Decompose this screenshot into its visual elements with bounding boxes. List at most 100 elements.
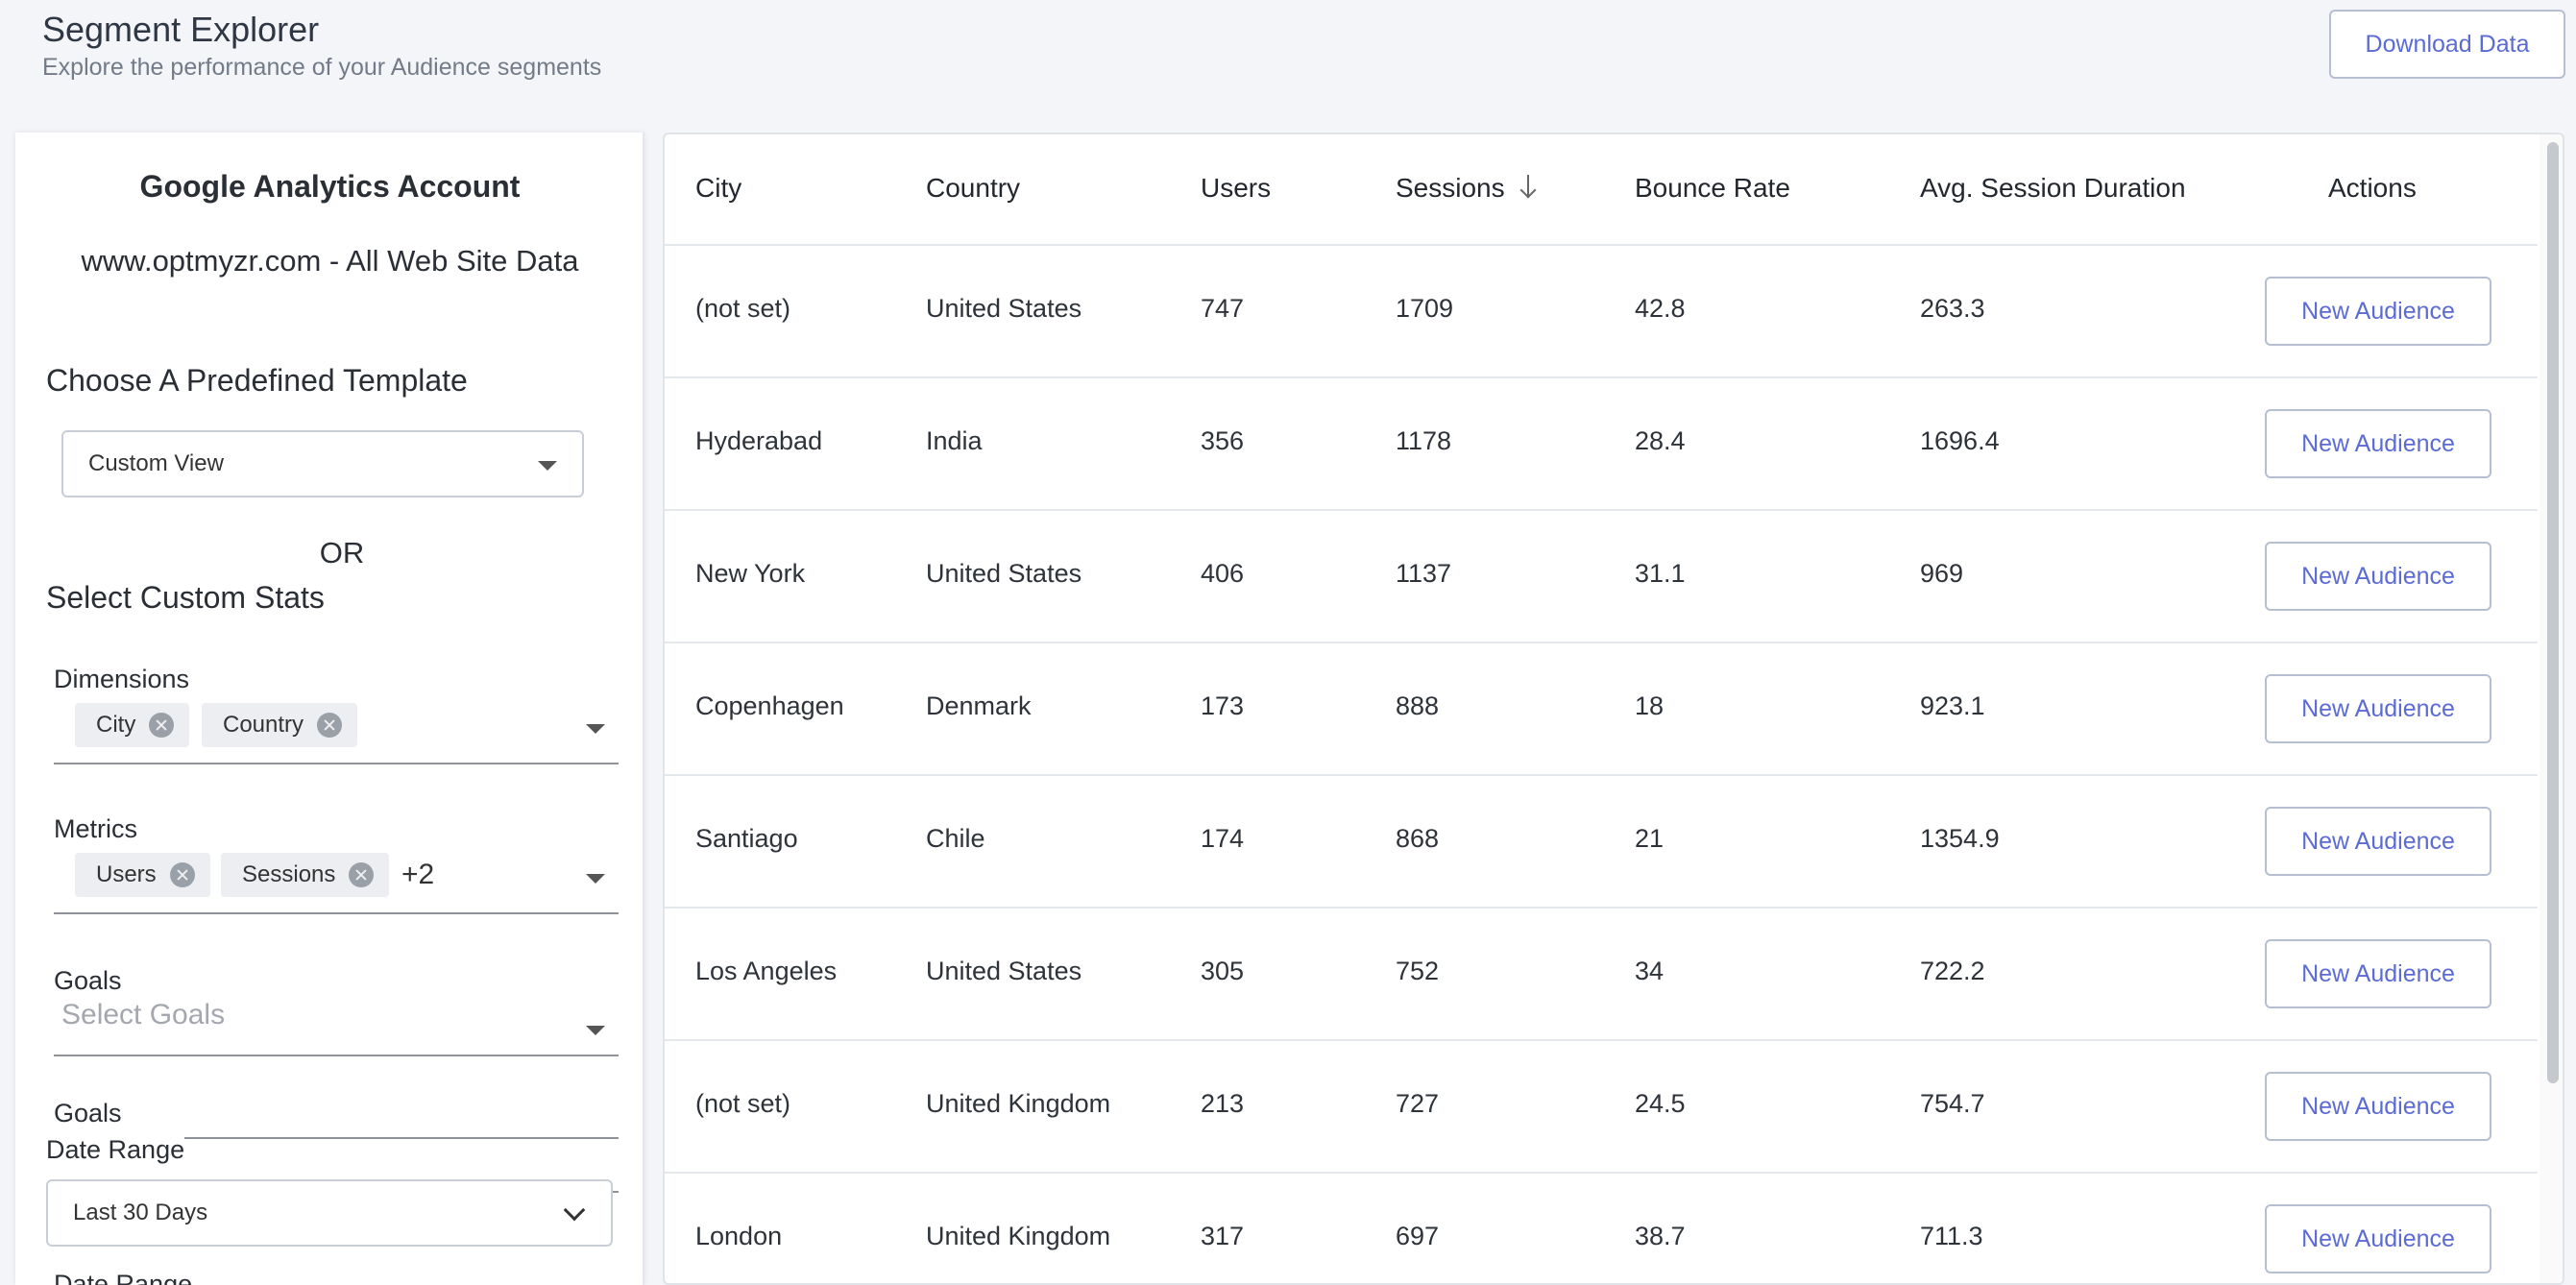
cell-bounce-rate: 38.7: [1635, 1222, 1686, 1250]
cell-avg-session-duration: 923.1: [1920, 691, 1985, 720]
table-row: New York United States 406 1137 31.1 969 New A…: [665, 509, 2538, 642]
cell-city: Hyderabad: [695, 426, 823, 455]
cell-city: Copenhagen: [695, 691, 844, 720]
cell-city: (not set): [695, 294, 791, 323]
cell-bounce-rate: 28.4: [1635, 426, 1686, 455]
cell-sessions: 752: [1396, 957, 1440, 985]
cell-city: New York: [695, 559, 806, 588]
cell-country: United Kingdom: [926, 1089, 1111, 1118]
or-label: OR: [319, 536, 365, 570]
cell-avg-session-duration: 263.3: [1920, 294, 1985, 323]
caret-down-icon: [586, 874, 605, 884]
new-audience-button[interactable]: New Audience: [2265, 939, 2491, 1008]
scrollbar-thumb[interactable]: [2547, 142, 2559, 1083]
cell-sessions: 868: [1396, 824, 1440, 853]
chip-label: Sessions: [242, 861, 336, 887]
caret-down-icon: [538, 461, 557, 471]
goals-label-text: Goals: [54, 966, 122, 995]
column-header-city[interactable]: City: [695, 173, 742, 203]
cell-users: 356: [1201, 426, 1245, 455]
more-metrics-count: +2: [401, 859, 435, 890]
metric-chip: Sessions: [221, 853, 390, 897]
cell-bounce-rate: 34: [1635, 957, 1665, 985]
new-audience-button[interactable]: New Audience: [2265, 1072, 2491, 1141]
remove-chip-icon[interactable]: [149, 713, 175, 738]
cell-users: 747: [1201, 294, 1245, 323]
sort-descending-icon: [1519, 175, 1538, 200]
goals-select[interactable]: Select Goals: [54, 995, 619, 1056]
column-header-actions: Actions: [2328, 173, 2417, 203]
page-title: Segment Explorer: [42, 10, 320, 49]
cell-avg-session-duration: 754.7: [1920, 1089, 1985, 1118]
cell-sessions: 888: [1396, 691, 1440, 720]
chip-label: City: [96, 712, 136, 738]
table-row: Santiago Chile 174 868 21 1354.9 New Audience: [665, 774, 2538, 907]
caret-down-icon: [586, 724, 605, 734]
cell-country: United States: [926, 294, 1082, 323]
table-row: London United Kingdom 317 697 38.7 711.3 New A…: [665, 1172, 2538, 1283]
template-select-value: Custom View: [88, 450, 224, 476]
table-row: Los Angeles United States 305 752 34 722.2 New…: [665, 907, 2538, 1039]
remove-chip-icon[interactable]: [169, 862, 195, 887]
cell-sessions: 697: [1396, 1222, 1440, 1250]
cell-avg-session-duration: 1354.9: [1920, 824, 2000, 853]
caret-down-icon: [586, 1026, 605, 1035]
dimensions-select[interactable]: City Country: [54, 703, 619, 764]
cell-sessions: 1137: [1396, 559, 1452, 588]
column-header-sessions[interactable]: Sessions: [1396, 173, 1538, 204]
template-select[interactable]: Custom View: [61, 430, 584, 497]
download-data-button[interactable]: Download Data: [2329, 10, 2565, 79]
custom-stats-label: Select Custom Stats: [46, 580, 325, 615]
new-audience-button[interactable]: New Audience: [2265, 1204, 2491, 1273]
column-header-sessions-label: Sessions: [1396, 173, 1505, 203]
cell-bounce-rate: 24.5: [1635, 1089, 1686, 1118]
chip-label: Country: [223, 712, 304, 738]
cell-avg-session-duration: 722.2: [1920, 957, 1985, 985]
account-title: Google Analytics Account: [139, 169, 521, 204]
cell-city: Los Angeles: [695, 957, 838, 985]
cell-country: Chile: [926, 824, 985, 853]
cell-avg-session-duration: 1696.4: [1920, 426, 2000, 455]
column-header-country[interactable]: Country: [926, 173, 1021, 203]
remove-chip-icon[interactable]: [317, 713, 343, 738]
cell-sessions: 727: [1396, 1089, 1440, 1118]
column-header-users[interactable]: Users: [1201, 173, 1272, 203]
dimension-chip: City: [75, 703, 190, 747]
remove-chip-icon[interactable]: [349, 862, 375, 887]
cell-city: London: [695, 1222, 783, 1250]
scrollbar[interactable]: [2540, 134, 2563, 1283]
goals-placeholder: Select Goals: [61, 999, 226, 1030]
account-name: www.optmyzr.com - All Web Site Data: [81, 244, 579, 278]
cell-avg-session-duration: 711.3: [1920, 1222, 1983, 1250]
date-range-label: Date Range: [54, 1270, 193, 1285]
cell-city: (not set): [695, 1089, 791, 1118]
column-header-avg-session-duration[interactable]: Avg. Session Duration: [1920, 173, 2186, 203]
cell-users: 317: [1201, 1222, 1245, 1250]
table-row: (not set) United Kingdom 213 727 24.5 754.7 Ne…: [665, 1039, 2538, 1172]
page-header: Segment Explorer Explore the performance…: [0, 0, 2576, 133]
cell-bounce-rate: 21: [1635, 824, 1665, 853]
new-audience-button[interactable]: New Audience: [2265, 674, 2491, 743]
goals-label: Goals: [54, 1099, 122, 1127]
metrics-label: Metrics: [54, 814, 137, 843]
cell-sessions: 1709: [1396, 294, 1454, 323]
cell-country: United States: [926, 957, 1082, 985]
column-header-bounce-rate[interactable]: Bounce Rate: [1635, 173, 1790, 203]
cell-users: 213: [1201, 1089, 1245, 1118]
new-audience-button[interactable]: New Audience: [2265, 409, 2491, 478]
settings-panel: Google Analytics Account www.optmyzr.com…: [15, 133, 644, 1285]
new-audience-button[interactable]: New Audience: [2265, 277, 2491, 346]
cell-country: United States: [926, 559, 1082, 588]
new-audience-button[interactable]: New Audience: [2265, 807, 2491, 876]
cell-city: Santiago: [695, 824, 798, 853]
dimensions-label: Dimensions: [54, 665, 190, 693]
metrics-select[interactable]: Users Sessions +2: [54, 853, 619, 914]
chevron-down-icon: [563, 1199, 586, 1222]
metric-chip: Users: [75, 853, 210, 897]
date-range-value: Last 30 Days: [73, 1200, 208, 1225]
template-label: Choose A Predefined Template: [46, 363, 468, 398]
new-audience-button[interactable]: New Audience: [2265, 542, 2491, 611]
date-range-select[interactable]: Last 30 Days: [46, 1179, 613, 1247]
goals-spacer: [54, 1137, 619, 1139]
cell-country: India: [926, 426, 983, 455]
